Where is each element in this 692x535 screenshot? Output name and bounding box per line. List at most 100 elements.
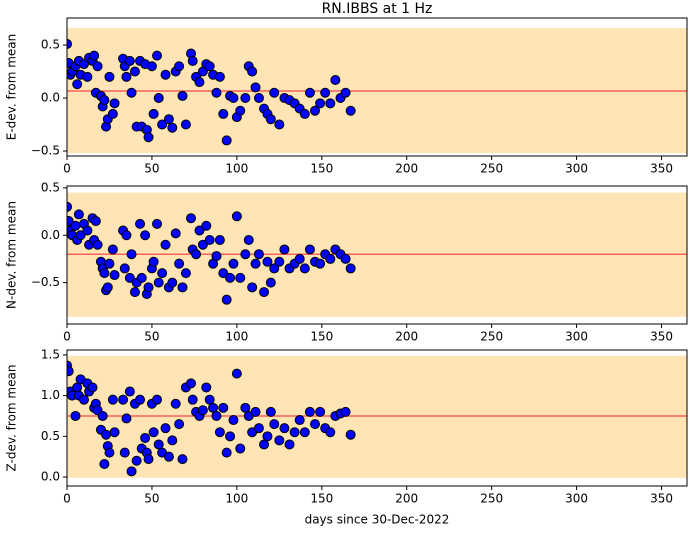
data-point [153,93,164,104]
data-point [148,108,159,119]
data-point [82,71,93,82]
data-point [109,270,120,281]
data-point [107,394,118,405]
data-point [75,230,86,241]
data-point [243,234,254,245]
y-axis-label: Z-dev. from mean [5,365,19,472]
data-point [121,71,132,82]
y-tick-label: 0.0 [41,470,60,484]
y-tick-label: 0.5 [41,180,60,194]
data-point [294,415,305,426]
data-point [253,249,264,260]
data-point [340,87,351,98]
y-tick-label: 0.0 [41,228,60,242]
data-point [299,427,310,438]
x-tick-label: 100 [225,492,248,506]
data-point [92,61,103,72]
data-point [194,77,205,88]
data-point [235,443,246,454]
plot-area [67,28,687,154]
data-point [152,50,163,61]
data-point [320,87,331,98]
x-tick-label: 300 [565,492,588,506]
data-point [284,439,295,450]
data-point [140,230,151,241]
data-point [214,234,225,245]
data-point [124,386,135,397]
data-point [126,249,137,260]
data-point [240,249,251,260]
data-point [124,55,135,66]
data-point [89,50,100,61]
data-point [174,258,185,269]
data-point [228,93,239,104]
data-point [269,87,280,98]
axes-frame [66,349,688,487]
data-point [197,239,208,250]
plot-area [67,355,687,478]
data-point [315,258,326,269]
x-tick-label: 150 [310,330,333,344]
data-point [174,419,185,430]
data-point [340,253,351,264]
data-point [135,218,146,229]
data-point [294,253,305,264]
data-point [102,282,113,293]
chart-title: RN.IBBS at 1 Hz [322,1,433,17]
data-point [118,394,129,405]
data-point [231,211,242,222]
data-point [214,71,225,82]
data-point [121,230,132,241]
data-point [231,368,242,379]
data-point [104,258,115,269]
data-point [345,429,356,440]
data-point [315,406,326,417]
data-point [129,66,140,77]
data-point [157,268,168,279]
axes-frame [66,17,688,157]
data-point [274,435,285,446]
data-point [279,423,290,434]
y-tick-label: −0.5 [31,275,60,289]
data-point [265,277,276,288]
data-point [201,220,212,231]
data-point [315,98,326,109]
y-tick-label: 1.5 [41,347,60,361]
data-point [250,258,261,269]
data-point [214,427,225,438]
data-point [204,234,215,245]
data-point [70,410,81,421]
data-point [170,398,181,409]
x-tick-label: 350 [650,330,673,344]
data-point [136,272,147,283]
data-point [143,282,154,293]
data-point [148,427,159,438]
data-point [304,87,315,98]
x-tick-label: 100 [225,330,248,344]
data-point [304,244,315,255]
x-axis-label: days since 30-Dec-2022 [305,513,450,527]
data-point [235,272,246,283]
data-point [109,98,120,109]
data-point [126,87,137,98]
y-tick-label: 0.5 [41,429,60,443]
data-point [253,93,264,104]
x-tick-label: 250 [480,330,503,344]
data-point [177,454,188,465]
x-tick-label: 250 [480,492,503,506]
data-point [99,95,110,106]
data-point [345,263,356,274]
data-point [211,410,222,421]
x-tick-label: 350 [650,492,673,506]
data-point [304,406,315,417]
data-point [289,427,300,438]
y-tick-label: −0.5 [31,144,60,158]
x-tick-label: 150 [310,492,333,506]
x-tick-label: 50 [144,492,159,506]
data-point [269,419,280,430]
data-point [262,431,273,442]
data-point [143,132,154,143]
data-point [191,249,202,260]
data-point [121,413,132,424]
